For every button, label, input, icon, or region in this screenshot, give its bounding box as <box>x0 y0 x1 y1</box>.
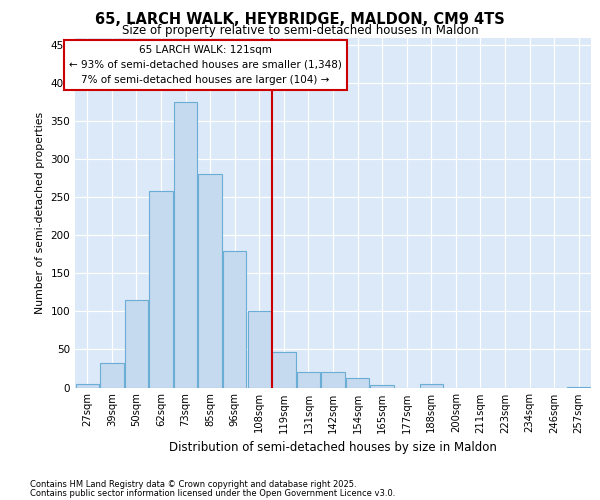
Bar <box>76 384 99 388</box>
Bar <box>125 300 148 388</box>
Bar <box>149 191 173 388</box>
Bar <box>567 386 590 388</box>
Bar <box>419 384 443 388</box>
Bar <box>297 372 320 388</box>
Bar <box>272 352 296 388</box>
Bar <box>199 174 222 388</box>
Text: Size of property relative to semi-detached houses in Maldon: Size of property relative to semi-detach… <box>122 24 478 37</box>
Text: 65 LARCH WALK: 121sqm
← 93% of semi-detached houses are smaller (1,348)
7% of se: 65 LARCH WALK: 121sqm ← 93% of semi-deta… <box>69 45 341 84</box>
Bar <box>370 385 394 388</box>
Bar <box>100 363 124 388</box>
Bar <box>248 312 271 388</box>
X-axis label: Distribution of semi-detached houses by size in Maldon: Distribution of semi-detached houses by … <box>169 441 497 454</box>
Bar <box>223 250 247 388</box>
Text: Contains HM Land Registry data © Crown copyright and database right 2025.: Contains HM Land Registry data © Crown c… <box>30 480 356 489</box>
Bar <box>346 378 369 388</box>
Text: Contains public sector information licensed under the Open Government Licence v3: Contains public sector information licen… <box>30 488 395 498</box>
Y-axis label: Number of semi-detached properties: Number of semi-detached properties <box>35 112 45 314</box>
Bar <box>174 102 197 388</box>
Text: 65, LARCH WALK, HEYBRIDGE, MALDON, CM9 4TS: 65, LARCH WALK, HEYBRIDGE, MALDON, CM9 4… <box>95 12 505 28</box>
Bar <box>322 372 344 388</box>
